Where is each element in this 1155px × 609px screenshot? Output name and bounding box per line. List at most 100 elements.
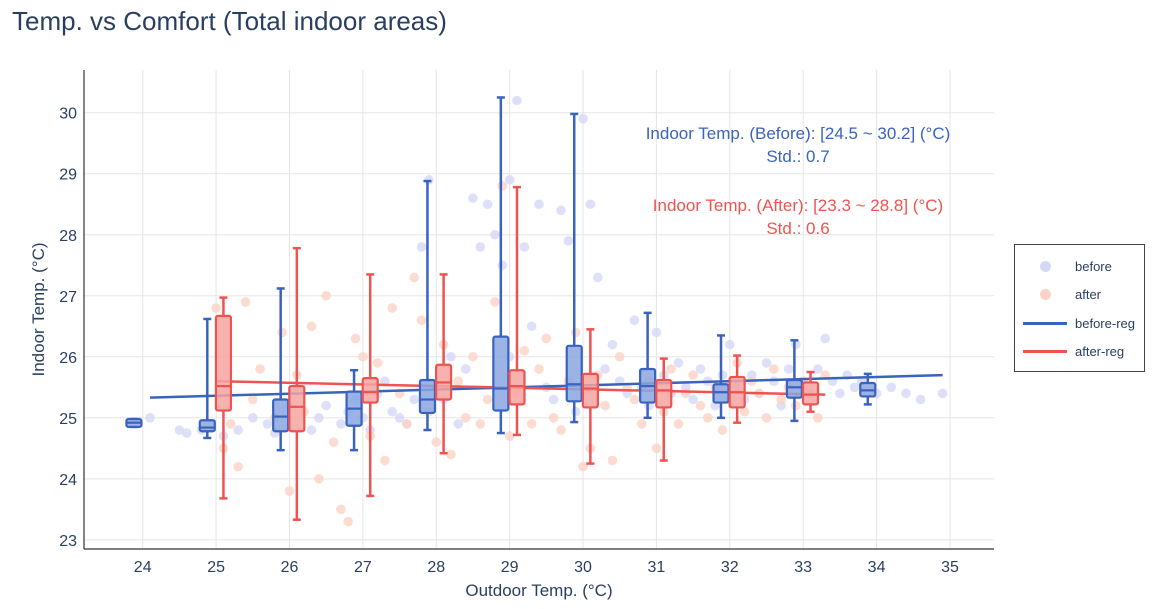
before-box-item [859, 372, 877, 406]
before-point [306, 425, 317, 435]
before-point [446, 351, 456, 362]
before-point [314, 413, 324, 423]
box-body [508, 369, 526, 406]
box-body [272, 398, 290, 433]
after-point [350, 333, 361, 344]
before-point [937, 388, 948, 399]
box-body [418, 378, 437, 415]
box-body [712, 383, 730, 404]
after-point [534, 364, 544, 374]
box-body [801, 381, 820, 406]
x-axis-title: Outdoor Temp. (°C) [465, 581, 612, 600]
after-point [769, 364, 779, 374]
before-point [570, 406, 581, 417]
after-point [460, 413, 471, 423]
after-point [225, 419, 236, 429]
before-box-item [125, 417, 143, 429]
after-point [519, 345, 530, 356]
legend-item-before-reg[interactable]: before-reg [1015, 312, 1145, 336]
after-point [600, 400, 610, 411]
after-point [336, 504, 346, 515]
after-point [607, 455, 618, 466]
y-tick-label: 25 [59, 411, 77, 428]
legend-line-after-reg [1023, 350, 1067, 353]
after-point [504, 431, 515, 441]
before-point [688, 394, 698, 405]
before-point [695, 364, 706, 374]
after-point [695, 400, 706, 411]
x-tick-label: 35 [941, 559, 959, 576]
before-point [497, 260, 508, 271]
after-box-item [801, 370, 820, 413]
after-point [387, 303, 398, 313]
after-point [614, 351, 625, 362]
before-point [262, 419, 273, 429]
before-box-item [785, 339, 803, 423]
before-box-item [198, 317, 216, 440]
before-point [336, 419, 346, 429]
before-point [145, 413, 155, 423]
after-point [717, 425, 728, 435]
after-point [240, 297, 251, 307]
before-point [600, 364, 610, 374]
before-point [673, 358, 684, 368]
before-point [468, 193, 478, 203]
after-point [702, 413, 713, 423]
after-box-item [655, 357, 673, 462]
annotation-range-text: Indoor Temp. (After): [23.3 ~ 28.8] (°C) [653, 196, 943, 215]
grid [84, 70, 994, 549]
after-point [255, 364, 265, 374]
after-point [739, 406, 750, 417]
before-point [512, 95, 522, 106]
before-box-item [712, 334, 730, 420]
after-point [211, 303, 221, 313]
legend-item-after-reg[interactable]: after-reg [1015, 340, 1145, 364]
legend-line-before-reg [1023, 322, 1067, 325]
x-tick-label: 32 [721, 559, 739, 576]
before-point [526, 321, 537, 332]
after-point [314, 474, 324, 484]
x-tick-label: 24 [134, 559, 152, 576]
after-point [651, 443, 662, 454]
legend-label-before-reg: before-reg [1075, 316, 1135, 331]
legend-label-before: before [1075, 259, 1112, 274]
before-point [886, 382, 897, 393]
before-point [490, 229, 500, 240]
before-point [563, 236, 574, 246]
after-point [541, 333, 552, 344]
before-point [849, 382, 860, 393]
x-tick-label: 31 [648, 559, 666, 576]
box-body [581, 372, 599, 409]
after-point [247, 394, 258, 405]
after-point [446, 449, 456, 460]
after-point [570, 327, 581, 338]
before-point [380, 376, 390, 386]
after-box-item [361, 273, 379, 498]
before-point [783, 364, 794, 374]
before-point [453, 419, 464, 429]
after-point [791, 400, 801, 411]
annotation-std-text: Std.: 0.7 [766, 147, 829, 166]
after-point [416, 315, 427, 325]
after-point [776, 394, 786, 405]
before-point [233, 425, 243, 435]
x-tick-label: 34 [868, 559, 886, 576]
y-tick-label: 26 [59, 350, 77, 367]
legend-item-after[interactable]: after [1015, 283, 1145, 307]
after-point [453, 376, 464, 386]
before-point [592, 272, 603, 283]
legend-label-after-reg: after-reg [1075, 344, 1125, 359]
box-layer [125, 96, 877, 521]
before-box-item [418, 179, 437, 432]
x-tick-label: 25 [207, 559, 225, 576]
after-box-item [214, 296, 233, 500]
legend-item-before[interactable]: before [1015, 255, 1145, 279]
after-point [431, 437, 442, 448]
before-point [387, 406, 398, 417]
chart-title: Temp. vs Comfort (Total indoor areas) [12, 6, 447, 36]
after-point [666, 364, 676, 374]
box-body [655, 378, 673, 409]
after-point [468, 351, 478, 362]
before-point [174, 425, 185, 435]
